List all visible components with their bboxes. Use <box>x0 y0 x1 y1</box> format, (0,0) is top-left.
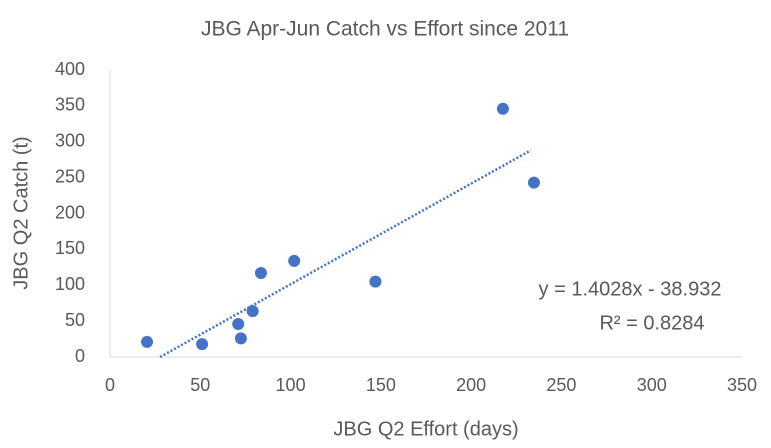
y-axis-title: JBG Q2 Catch (t) <box>10 136 32 289</box>
point <box>527 176 540 189</box>
x-tick-label: 350 <box>727 375 757 395</box>
x-tick-label: 50 <box>190 375 210 395</box>
point <box>254 267 267 280</box>
x-axis-title: JBG Q2 Effort (days) <box>333 418 518 440</box>
y-tick-label: 350 <box>55 95 85 115</box>
x-tick-label: 0 <box>105 375 115 395</box>
point <box>232 317 245 330</box>
point <box>369 275 382 288</box>
r-squared: R² = 0.8284 <box>599 312 704 334</box>
y-tick-label: 300 <box>55 131 85 151</box>
point <box>196 338 209 351</box>
point <box>234 332 247 345</box>
y-tick-label: 50 <box>65 310 85 330</box>
y-tick-label: 100 <box>55 274 85 294</box>
chart-title: JBG Apr-Jun Catch vs Effort since 2011 <box>201 18 569 41</box>
trendline <box>159 149 532 359</box>
y-tick-label: 0 <box>75 346 85 366</box>
point <box>246 305 259 318</box>
point <box>141 335 154 348</box>
x-tick-label: 100 <box>276 375 306 395</box>
y-tick-label: 400 <box>55 59 85 79</box>
equation: y = 1.4028x - 38.932 <box>539 278 722 300</box>
y-tick-label: 150 <box>55 238 85 258</box>
point <box>496 102 509 115</box>
x-tick-label: 150 <box>366 375 396 395</box>
x-tick-label: 250 <box>546 375 576 395</box>
x-tick-label: 300 <box>637 375 667 395</box>
y-tick-label: 250 <box>55 166 85 186</box>
point <box>288 254 301 267</box>
x-tick-label: 200 <box>456 375 486 395</box>
y-tick-label: 200 <box>55 202 85 222</box>
